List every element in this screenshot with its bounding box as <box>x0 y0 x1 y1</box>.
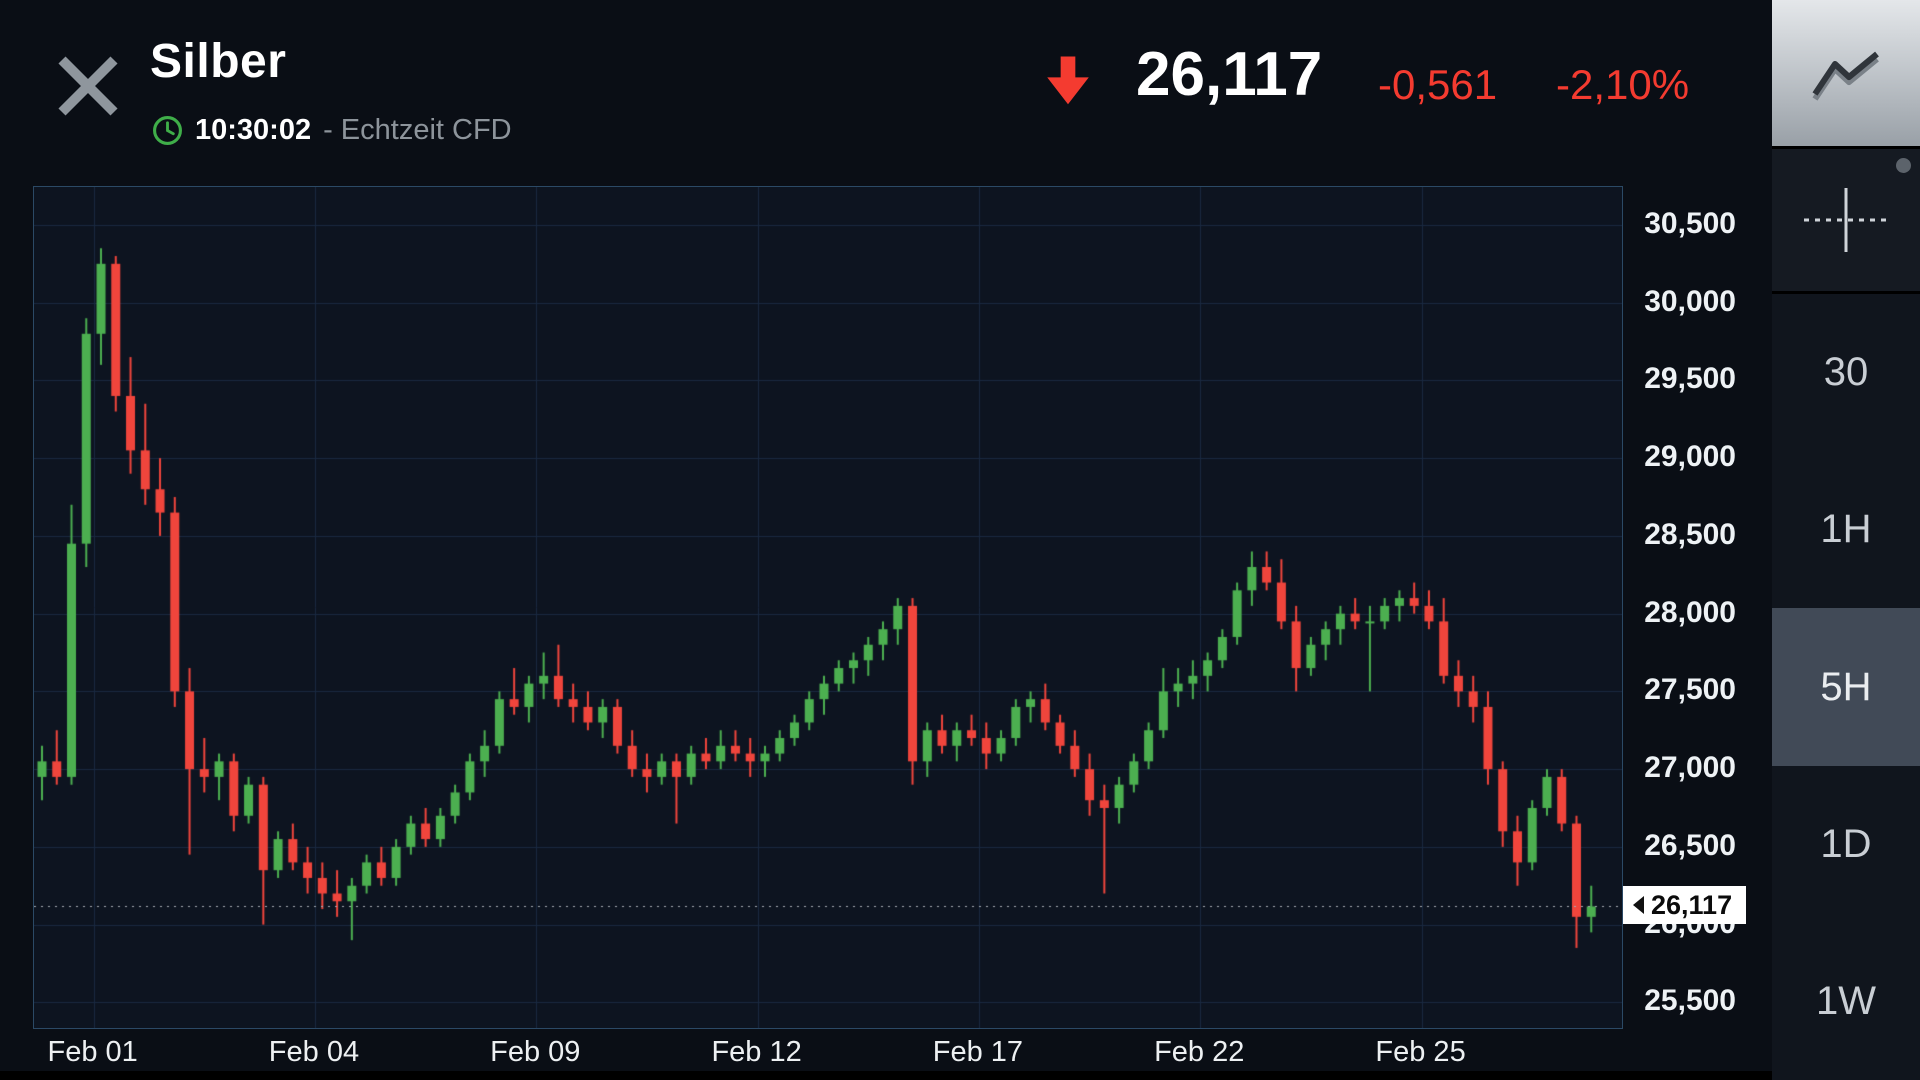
price-chart <box>33 186 1623 1029</box>
y-axis-labels: 30,500 30,000 29,500 29,000 28,500 28,000 27,5… <box>1632 186 1736 1029</box>
y-axis-tick: 27,500 <box>1644 673 1736 707</box>
close-icon <box>58 56 118 116</box>
crosshair-button[interactable] <box>1772 149 1920 291</box>
timeframe-1h[interactable]: 1H <box>1772 451 1920 608</box>
instrument-title: Silber <box>150 35 287 88</box>
y-axis-tick: 29,000 <box>1644 440 1736 474</box>
timeframe-1d[interactable]: 1D <box>1772 766 1920 923</box>
close-button[interactable] <box>52 50 124 122</box>
x-axis-label: Feb 01 <box>47 1036 138 1068</box>
y-axis-tick: 30,500 <box>1644 206 1736 240</box>
current-price-tag: 26,117 <box>1623 886 1747 925</box>
crosshair-icon <box>1804 188 1888 252</box>
x-axis-label: Feb 09 <box>490 1036 581 1068</box>
price-down-arrow-icon <box>1046 56 1090 106</box>
timeframe-1w[interactable]: 1W <box>1772 923 1920 1080</box>
last-price: 26,117 <box>1136 40 1323 109</box>
timeframe-5h[interactable]: 5H <box>1772 608 1920 766</box>
y-axis-tick: 25,500 <box>1644 984 1736 1018</box>
line-chart-icon <box>1812 51 1879 101</box>
bottom-bar <box>0 1071 1772 1080</box>
x-axis-labels: Feb 01 Feb 04 Feb 09 Feb 12 Feb 17 Feb 22 Feb … <box>33 1036 1623 1076</box>
x-axis-label: Feb 12 <box>711 1036 802 1068</box>
quote-time-row: 10:30:02 - Echtzeit CFD <box>152 114 512 147</box>
quote-time: 10:30:02 <box>195 114 312 146</box>
y-axis-tick: 26,500 <box>1644 828 1736 862</box>
sidebar: 30 1H 5H 1D 1W <box>1772 0 1920 1080</box>
x-axis-label: Feb 22 <box>1154 1036 1245 1068</box>
x-axis-label: Feb 17 <box>932 1036 1024 1068</box>
y-axis-tick: 29,500 <box>1644 362 1736 396</box>
price-tag-value: 26,117 <box>1651 890 1733 921</box>
y-axis-tick: 28,000 <box>1644 595 1736 629</box>
x-axis-label: Feb 04 <box>268 1036 360 1068</box>
feed-label: - Echtzeit CFD <box>323 114 512 146</box>
x-axis-label: Feb 25 <box>1375 1036 1466 1068</box>
timeframe-list: 30 1H 5H 1D 1W <box>1772 294 1920 1080</box>
price-change: -0,561 <box>1378 61 1498 108</box>
y-axis-tick: 28,500 <box>1644 517 1736 551</box>
price-tag-pointer-icon <box>1633 896 1644 915</box>
timeframe-30[interactable]: 30 <box>1772 294 1920 451</box>
candlestick-canvas[interactable] <box>34 187 1622 1028</box>
clock-icon <box>153 116 182 145</box>
y-axis-tick: 30,000 <box>1644 284 1736 318</box>
y-axis-tick: 27,000 <box>1644 751 1736 785</box>
price-change-percent: -2,10% <box>1556 61 1690 108</box>
chart-type-button[interactable] <box>1772 0 1920 146</box>
crosshair-indicator-dot <box>1896 158 1911 173</box>
